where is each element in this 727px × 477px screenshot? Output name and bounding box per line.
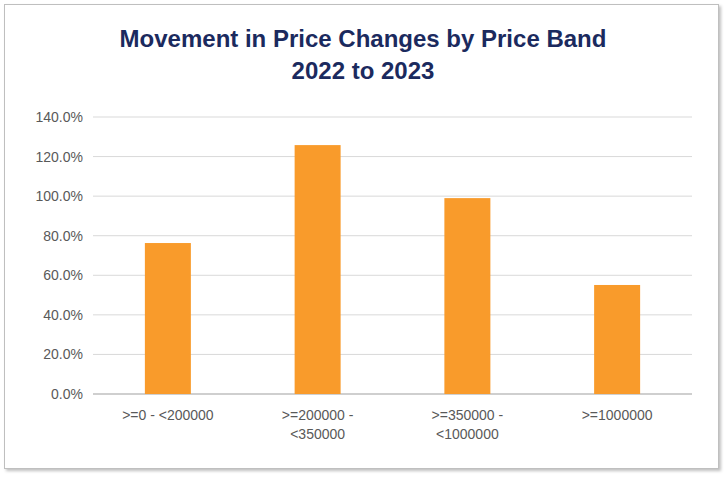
x-tick-label-line: <350000 — [290, 426, 345, 442]
grid-line — [93, 156, 692, 157]
y-tick-label: 20.0% — [43, 346, 83, 362]
y-tick-label: 120.0% — [36, 149, 83, 165]
frame — [5, 5, 719, 469]
y-tick-label: 40.0% — [43, 307, 83, 323]
grid-line — [93, 235, 692, 236]
x-tick-label-line: >=200000 - — [282, 407, 354, 423]
x-tick-label: >=0 - <200000 — [122, 407, 214, 423]
grid — [93, 117, 692, 394]
y-tick-label: 60.0% — [43, 267, 83, 283]
bar — [594, 285, 640, 394]
grid-line — [93, 117, 692, 118]
chart: Movement in Price Changes by Price Band 2… — [0, 0, 727, 477]
grid-line — [93, 196, 692, 197]
y-tick-label: 80.0% — [43, 228, 83, 244]
bars — [145, 145, 640, 394]
y-tick-label: 140.0% — [36, 109, 83, 125]
x-tick-label-line: >=1000000 — [582, 407, 653, 423]
bar — [444, 198, 490, 394]
title: Movement in Price Changes by Price Band 2… — [120, 25, 607, 84]
y-tick-label: 100.0% — [36, 188, 83, 204]
x-tick-label-line: >=0 - <200000 — [122, 407, 214, 423]
x-tick-label: >=1000000 — [582, 407, 653, 423]
title-line: Movement in Price Changes by Price Band — [120, 25, 607, 52]
bar — [145, 243, 191, 394]
x-tick-label: >=350000 - <1000000 — [432, 407, 504, 442]
x-tick-label-line: >=350000 - — [432, 407, 504, 423]
title-line: 2022 to 2023 — [292, 57, 435, 84]
x-tick-label-line: <1000000 — [436, 426, 499, 442]
bar — [295, 145, 341, 394]
y-tick-label: 0.0% — [51, 386, 83, 402]
x-tick-label: >=200000 - <350000 — [282, 407, 354, 442]
